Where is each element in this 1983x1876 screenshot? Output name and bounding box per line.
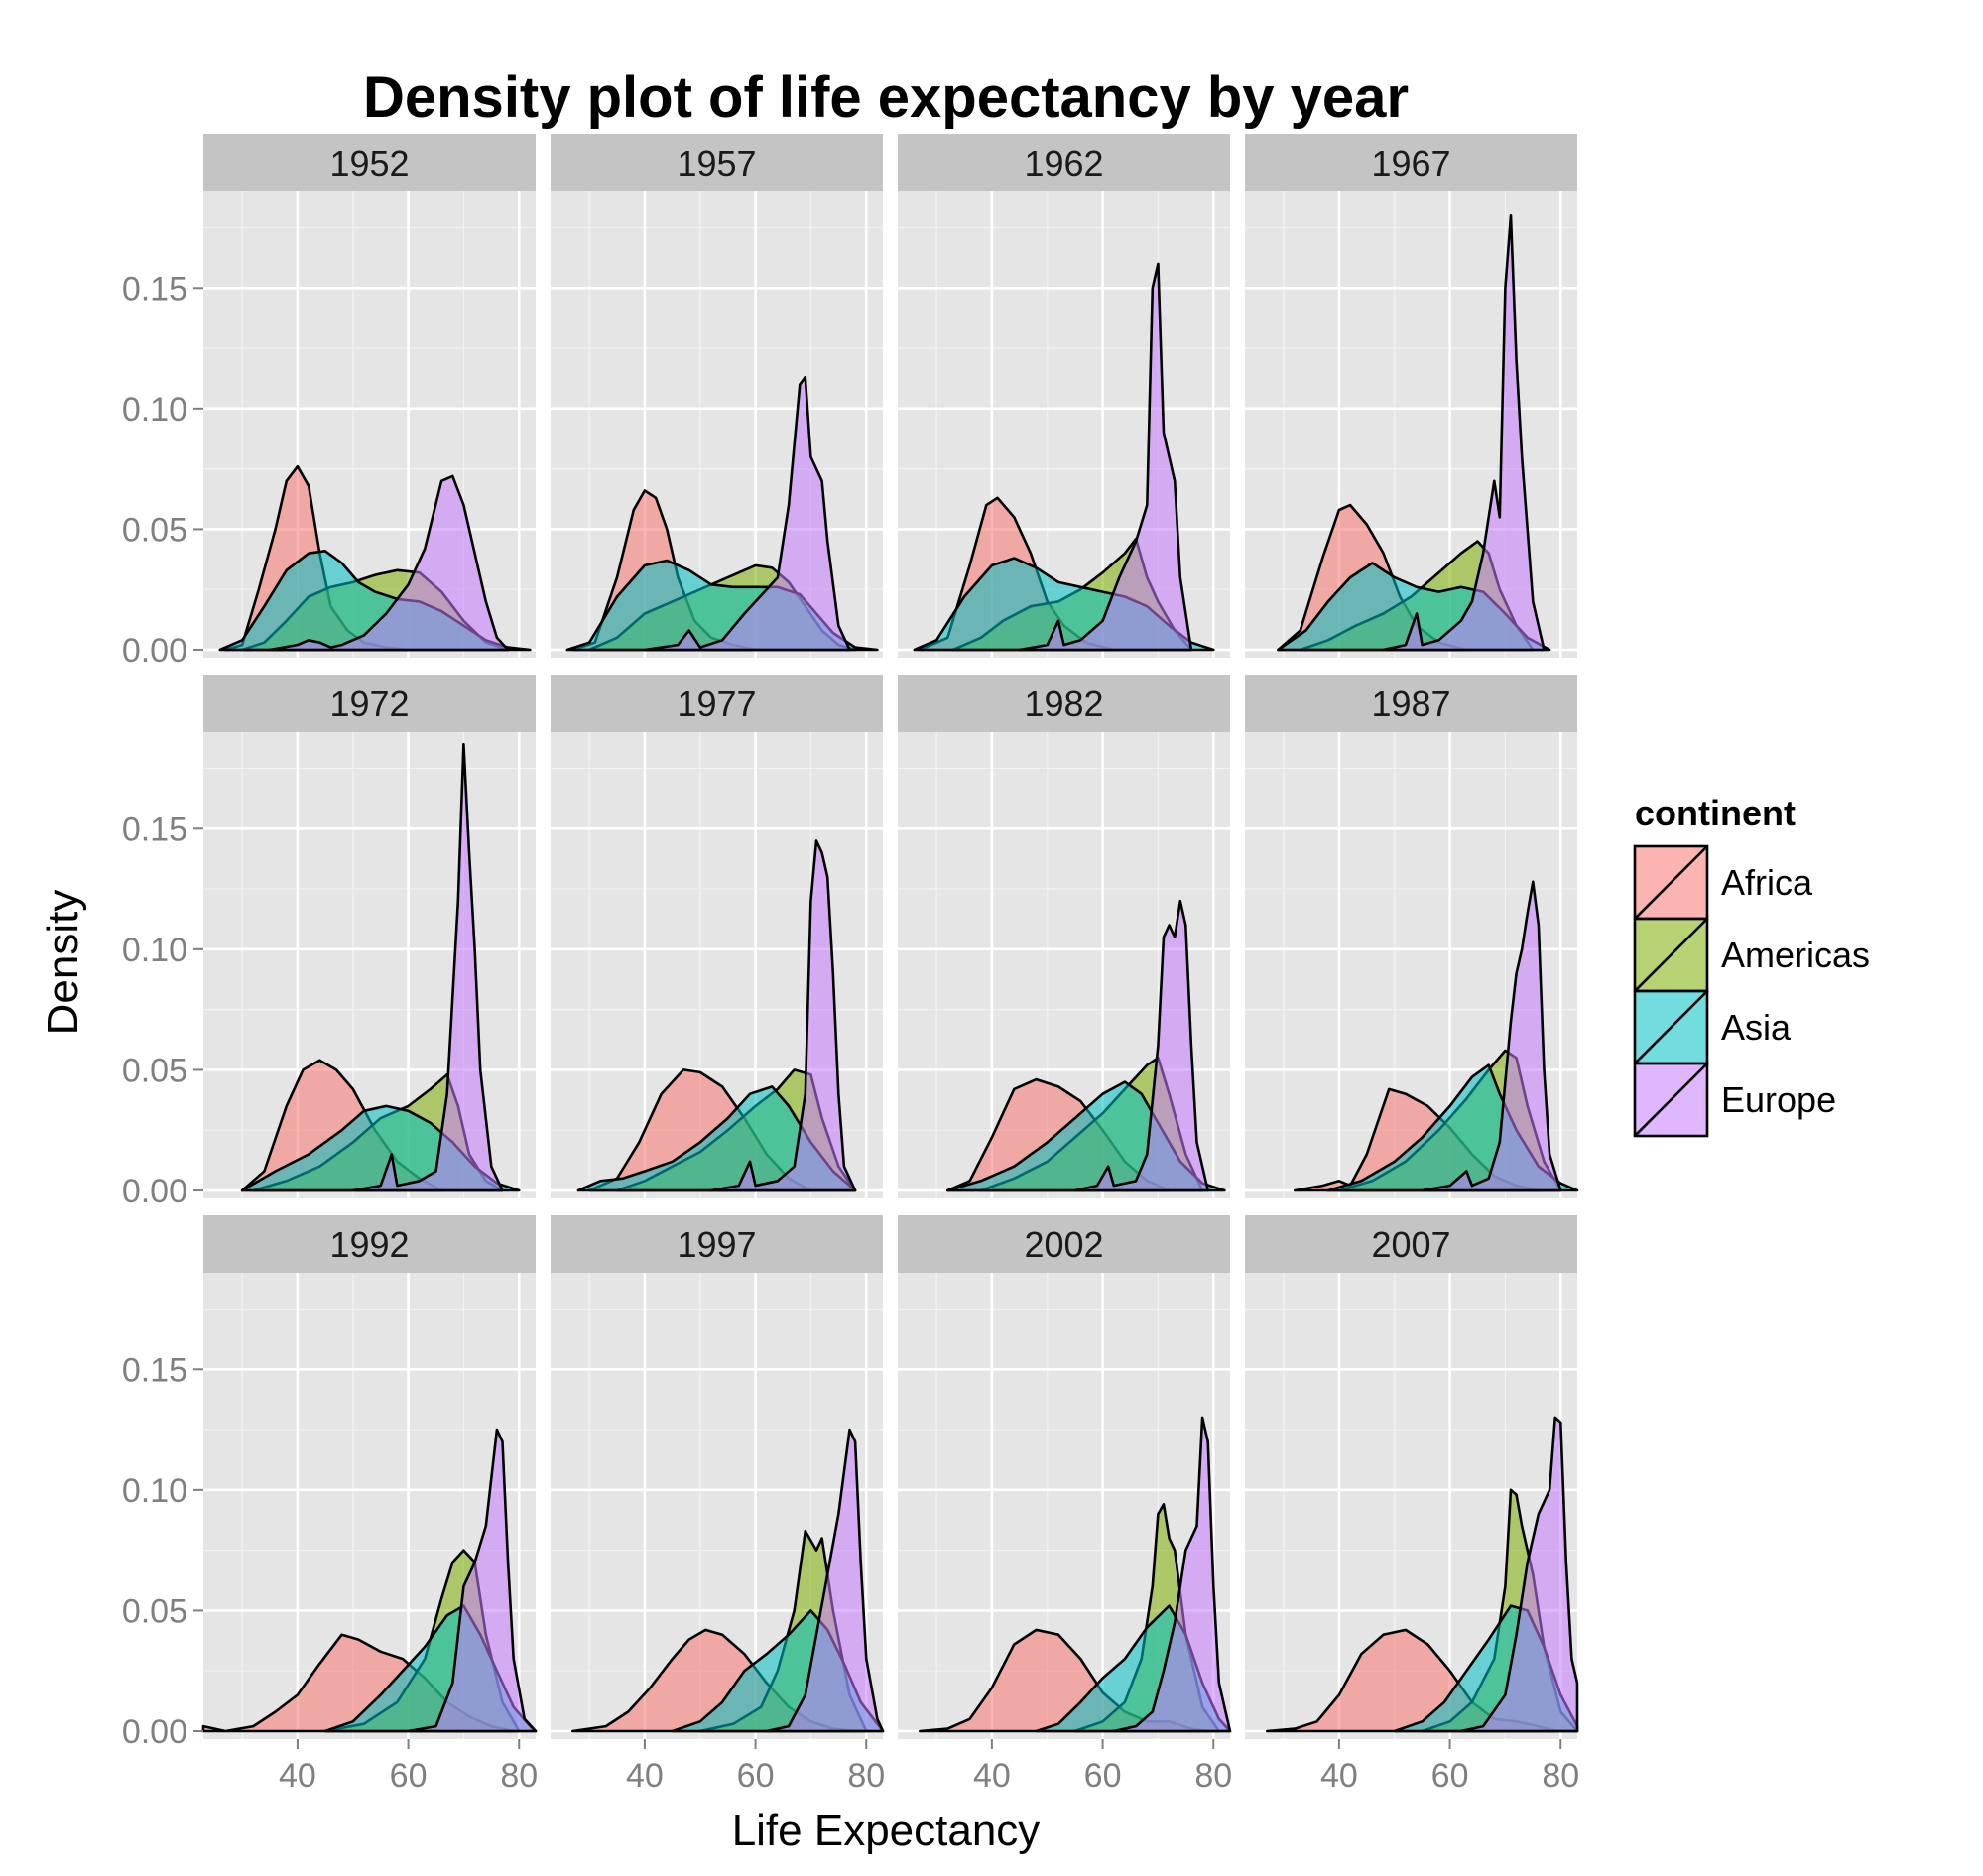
facet-panel-1997: 1997 40 60 80 (551, 1215, 885, 1795)
y-tick-label: 0.10 (122, 1472, 187, 1510)
legend-label: Americas (1721, 935, 1870, 975)
facet-strip (1245, 134, 1577, 191)
legend-key-slash (1634, 918, 1708, 992)
density-area-europe (1421, 880, 1562, 1192)
y-tick-label: 0.05 (122, 1052, 187, 1089)
facet-strip (898, 134, 1230, 191)
facet-strip-label: 1997 (677, 1224, 756, 1265)
y-tick-label: 0.15 (122, 1351, 187, 1389)
x-tick-label: 80 (500, 1757, 538, 1795)
legend-key-slash (1634, 990, 1708, 1064)
legend: continent Africa Americas Asia Europe (1633, 793, 1870, 1138)
y-tick-label: 0.05 (122, 511, 187, 549)
y-tick-label: 0.15 (122, 270, 187, 308)
facet-grid: 1952 0.00 0.05 0.10 0.15 1957 1962 1967 1972 0.00… (122, 134, 1579, 1795)
facet-strip-label: 1982 (1024, 684, 1103, 724)
density-area-europe (1018, 262, 1193, 652)
x-tick-label: 80 (1542, 1757, 1579, 1795)
y-tick-label: 0.00 (122, 1173, 187, 1210)
density-area-europe (1073, 899, 1209, 1192)
y-tick-label: 0.15 (122, 811, 187, 848)
x-tick-label: 80 (847, 1757, 885, 1795)
legend-title: continent (1635, 793, 1796, 833)
y-axis-title: Density (39, 890, 87, 1036)
x-tick-label: 40 (973, 1757, 1011, 1795)
x-tick-label: 60 (390, 1757, 428, 1795)
facet-panel-1962: 1962 (898, 134, 1230, 658)
x-tick-label: 40 (626, 1757, 664, 1795)
facet-strip-label: 1987 (1371, 684, 1450, 724)
facet-strip (203, 1215, 536, 1273)
density-area-europe (765, 1428, 885, 1733)
facet-panel-2002: 2002 40 60 80 (898, 1215, 1232, 1795)
density-area-europe (407, 1428, 538, 1733)
density-area-europe (709, 839, 857, 1192)
facet-panel-1967: 1967 (1245, 134, 1577, 658)
facet-strip (551, 134, 883, 191)
facet-strip-label: 1952 (329, 143, 409, 184)
facet-panel-1952: 1952 0.00 0.05 0.10 0.15 (122, 134, 536, 670)
chart-title: Density plot of life expectancy by year (363, 65, 1409, 130)
facet-panel-1957: 1957 (551, 134, 883, 658)
density-area-europe (1459, 1416, 1579, 1733)
facet-panel-1972: 1972 0.00 0.05 0.10 0.15 (122, 675, 536, 1210)
x-tick-label: 40 (279, 1757, 316, 1795)
legend-item-europe: Europe (1633, 1062, 1836, 1138)
facet-strip (203, 675, 536, 732)
facet-strip (203, 134, 536, 191)
facet-panel-1982: 1982 (898, 675, 1230, 1198)
facet-strip (1245, 1215, 1577, 1273)
legend-item-africa: Africa (1633, 844, 1813, 921)
x-tick-label: 60 (737, 1757, 775, 1795)
facet-panel-1987: 1987 (1245, 675, 1579, 1198)
x-axis-title: Life Expectancy (732, 1807, 1041, 1855)
facet-strip (551, 675, 883, 732)
x-tick-label: 60 (1084, 1757, 1122, 1795)
density-area-europe (351, 742, 504, 1192)
facet-strip (1245, 675, 1577, 732)
x-tick-label: 80 (1194, 1757, 1232, 1795)
x-tick-label: 60 (1431, 1757, 1469, 1795)
facet-strip-label: 2002 (1024, 1224, 1103, 1265)
legend-label: Asia (1721, 1007, 1792, 1048)
facet-strip-label: 1967 (1371, 143, 1450, 184)
facet-panel-2007: 2007 40 60 80 (1245, 1215, 1579, 1795)
density-area-europe (643, 375, 851, 652)
y-tick-label: 0.00 (122, 632, 187, 670)
legend-label: Africa (1721, 862, 1813, 903)
legend-label: Europe (1721, 1079, 1836, 1120)
facet-panel-1977: 1977 (551, 675, 883, 1198)
facet-strip-label: 1962 (1024, 143, 1103, 184)
facet-panel-1992: 1992 0.00 0.05 0.10 0.15 40 60 80 (122, 1215, 538, 1795)
legend-key-slash (1634, 845, 1708, 920)
y-tick-label: 0.00 (122, 1713, 187, 1751)
facet-strip-label: 1957 (677, 143, 756, 184)
facet-strip (898, 675, 1230, 732)
density-area-europe (268, 474, 510, 652)
y-tick-label: 0.10 (122, 932, 187, 969)
facet-strip (898, 1215, 1230, 1273)
facet-strip-label: 1977 (677, 684, 756, 724)
x-tick-label: 40 (1320, 1757, 1358, 1795)
facet-strip (551, 1215, 883, 1273)
legend-key-slash (1634, 1063, 1708, 1137)
density-area-europe (1382, 214, 1546, 652)
facet-strip-label: 1992 (329, 1224, 409, 1265)
facet-strip-label: 1972 (329, 684, 409, 724)
y-tick-label: 0.10 (122, 391, 187, 429)
y-tick-label: 0.05 (122, 1592, 187, 1630)
legend-item-americas: Americas (1633, 917, 1870, 993)
legend-item-asia: Asia (1633, 989, 1792, 1065)
facet-strip-label: 2007 (1371, 1224, 1450, 1265)
density-area-europe (1112, 1416, 1232, 1733)
